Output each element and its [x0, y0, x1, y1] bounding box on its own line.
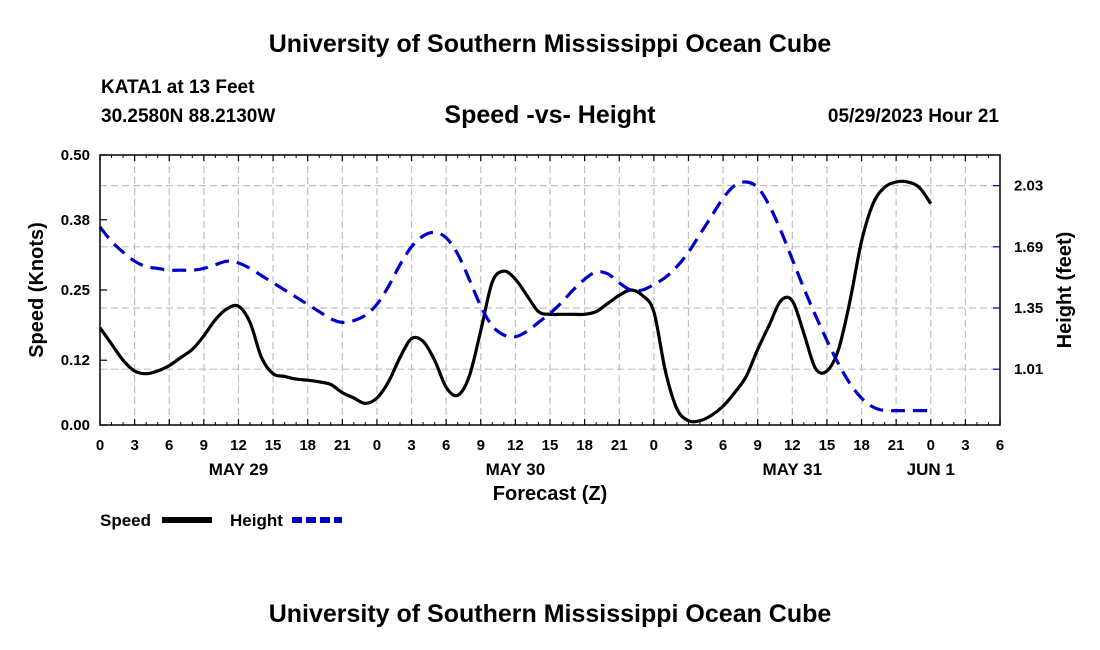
x-tick-label: 21 [611, 437, 628, 454]
axes: 0 3 6 9 12 15 18 21 0 3 6 9 12 15 18 21 0 3 6 9 12 15 18 21 0 3 6 M… [61, 147, 1043, 479]
x-tick-label: 0 [650, 437, 658, 454]
x-tick-label: 3 [684, 437, 692, 454]
x-tick-label: 21 [334, 437, 351, 454]
y2-axis-label: Height (feet) [1054, 232, 1076, 349]
x-tick-label: 18 [576, 437, 593, 454]
x-tick-label: 12 [230, 437, 247, 454]
y-tick-label: 0.50 [61, 147, 90, 164]
y2-tick-label: 1.35 [1014, 300, 1043, 317]
x-tick-label: 6 [996, 437, 1004, 454]
y-axis-label: Speed (Knots) [26, 222, 48, 358]
station-coordinates: 30.2580N 88.2130W [101, 106, 276, 127]
grid [100, 155, 1000, 425]
x-tick-label: 6 [442, 437, 450, 454]
station-label: KATA1 at 13 Feet [101, 77, 255, 98]
x-tick-label: 21 [888, 437, 905, 454]
x-tick-label: 3 [407, 437, 415, 454]
x-tick-label: 9 [754, 437, 762, 454]
main-title: University of Southern Mississippi Ocean… [268, 30, 832, 58]
x-tick-label: 18 [299, 437, 316, 454]
y2-tick-label: 1.01 [1014, 361, 1043, 378]
x-tick-label: 0 [373, 437, 381, 454]
x-tick-label: 15 [542, 437, 559, 454]
footer-title: University of Southern Mississippi Ocean… [268, 600, 832, 628]
y-tick-label: 0.25 [61, 282, 90, 299]
x-tick-label: 3 [130, 437, 138, 454]
legend: Speed Height [100, 511, 342, 530]
x-tick-label: 9 [477, 437, 485, 454]
y2-tick-label: 2.03 [1014, 178, 1043, 195]
x-tick-label: 0 [96, 437, 104, 454]
series-line-speed [98, 179, 933, 424]
y-tick-label: 0.38 [61, 212, 90, 229]
y-tick-label: 0.00 [61, 417, 90, 434]
x-tick-label: 12 [507, 437, 524, 454]
y2-tick-label: 1.69 [1014, 239, 1043, 256]
forecast-datetime: 05/29/2023 Hour 21 [827, 106, 999, 127]
legend-label-height: Height [230, 511, 283, 530]
x-axis-label: Forecast (Z) [493, 483, 607, 505]
x-tick-label: 6 [165, 437, 173, 454]
x-day-label: JUN 1 [907, 460, 955, 479]
x-tick-label: 15 [265, 437, 282, 454]
x-tick-label: 15 [819, 437, 836, 454]
series-line-height [98, 180, 931, 413]
x-tick-label: 18 [853, 437, 870, 454]
x-tick-label: 6 [719, 437, 727, 454]
y-tick-label: 0.12 [61, 352, 90, 369]
legend-label-speed: Speed [100, 511, 151, 530]
x-tick-label: 3 [961, 437, 969, 454]
x-tick-label: 12 [784, 437, 801, 454]
x-day-label: MAY 29 [209, 460, 269, 479]
x-tick-label: 9 [200, 437, 208, 454]
series-lines [98, 179, 933, 424]
x-tick-label: 0 [927, 437, 935, 454]
x-day-label: MAY 31 [763, 460, 823, 479]
chart-title: Speed -vs- Height [444, 101, 656, 129]
x-day-label: MAY 30 [486, 460, 546, 479]
